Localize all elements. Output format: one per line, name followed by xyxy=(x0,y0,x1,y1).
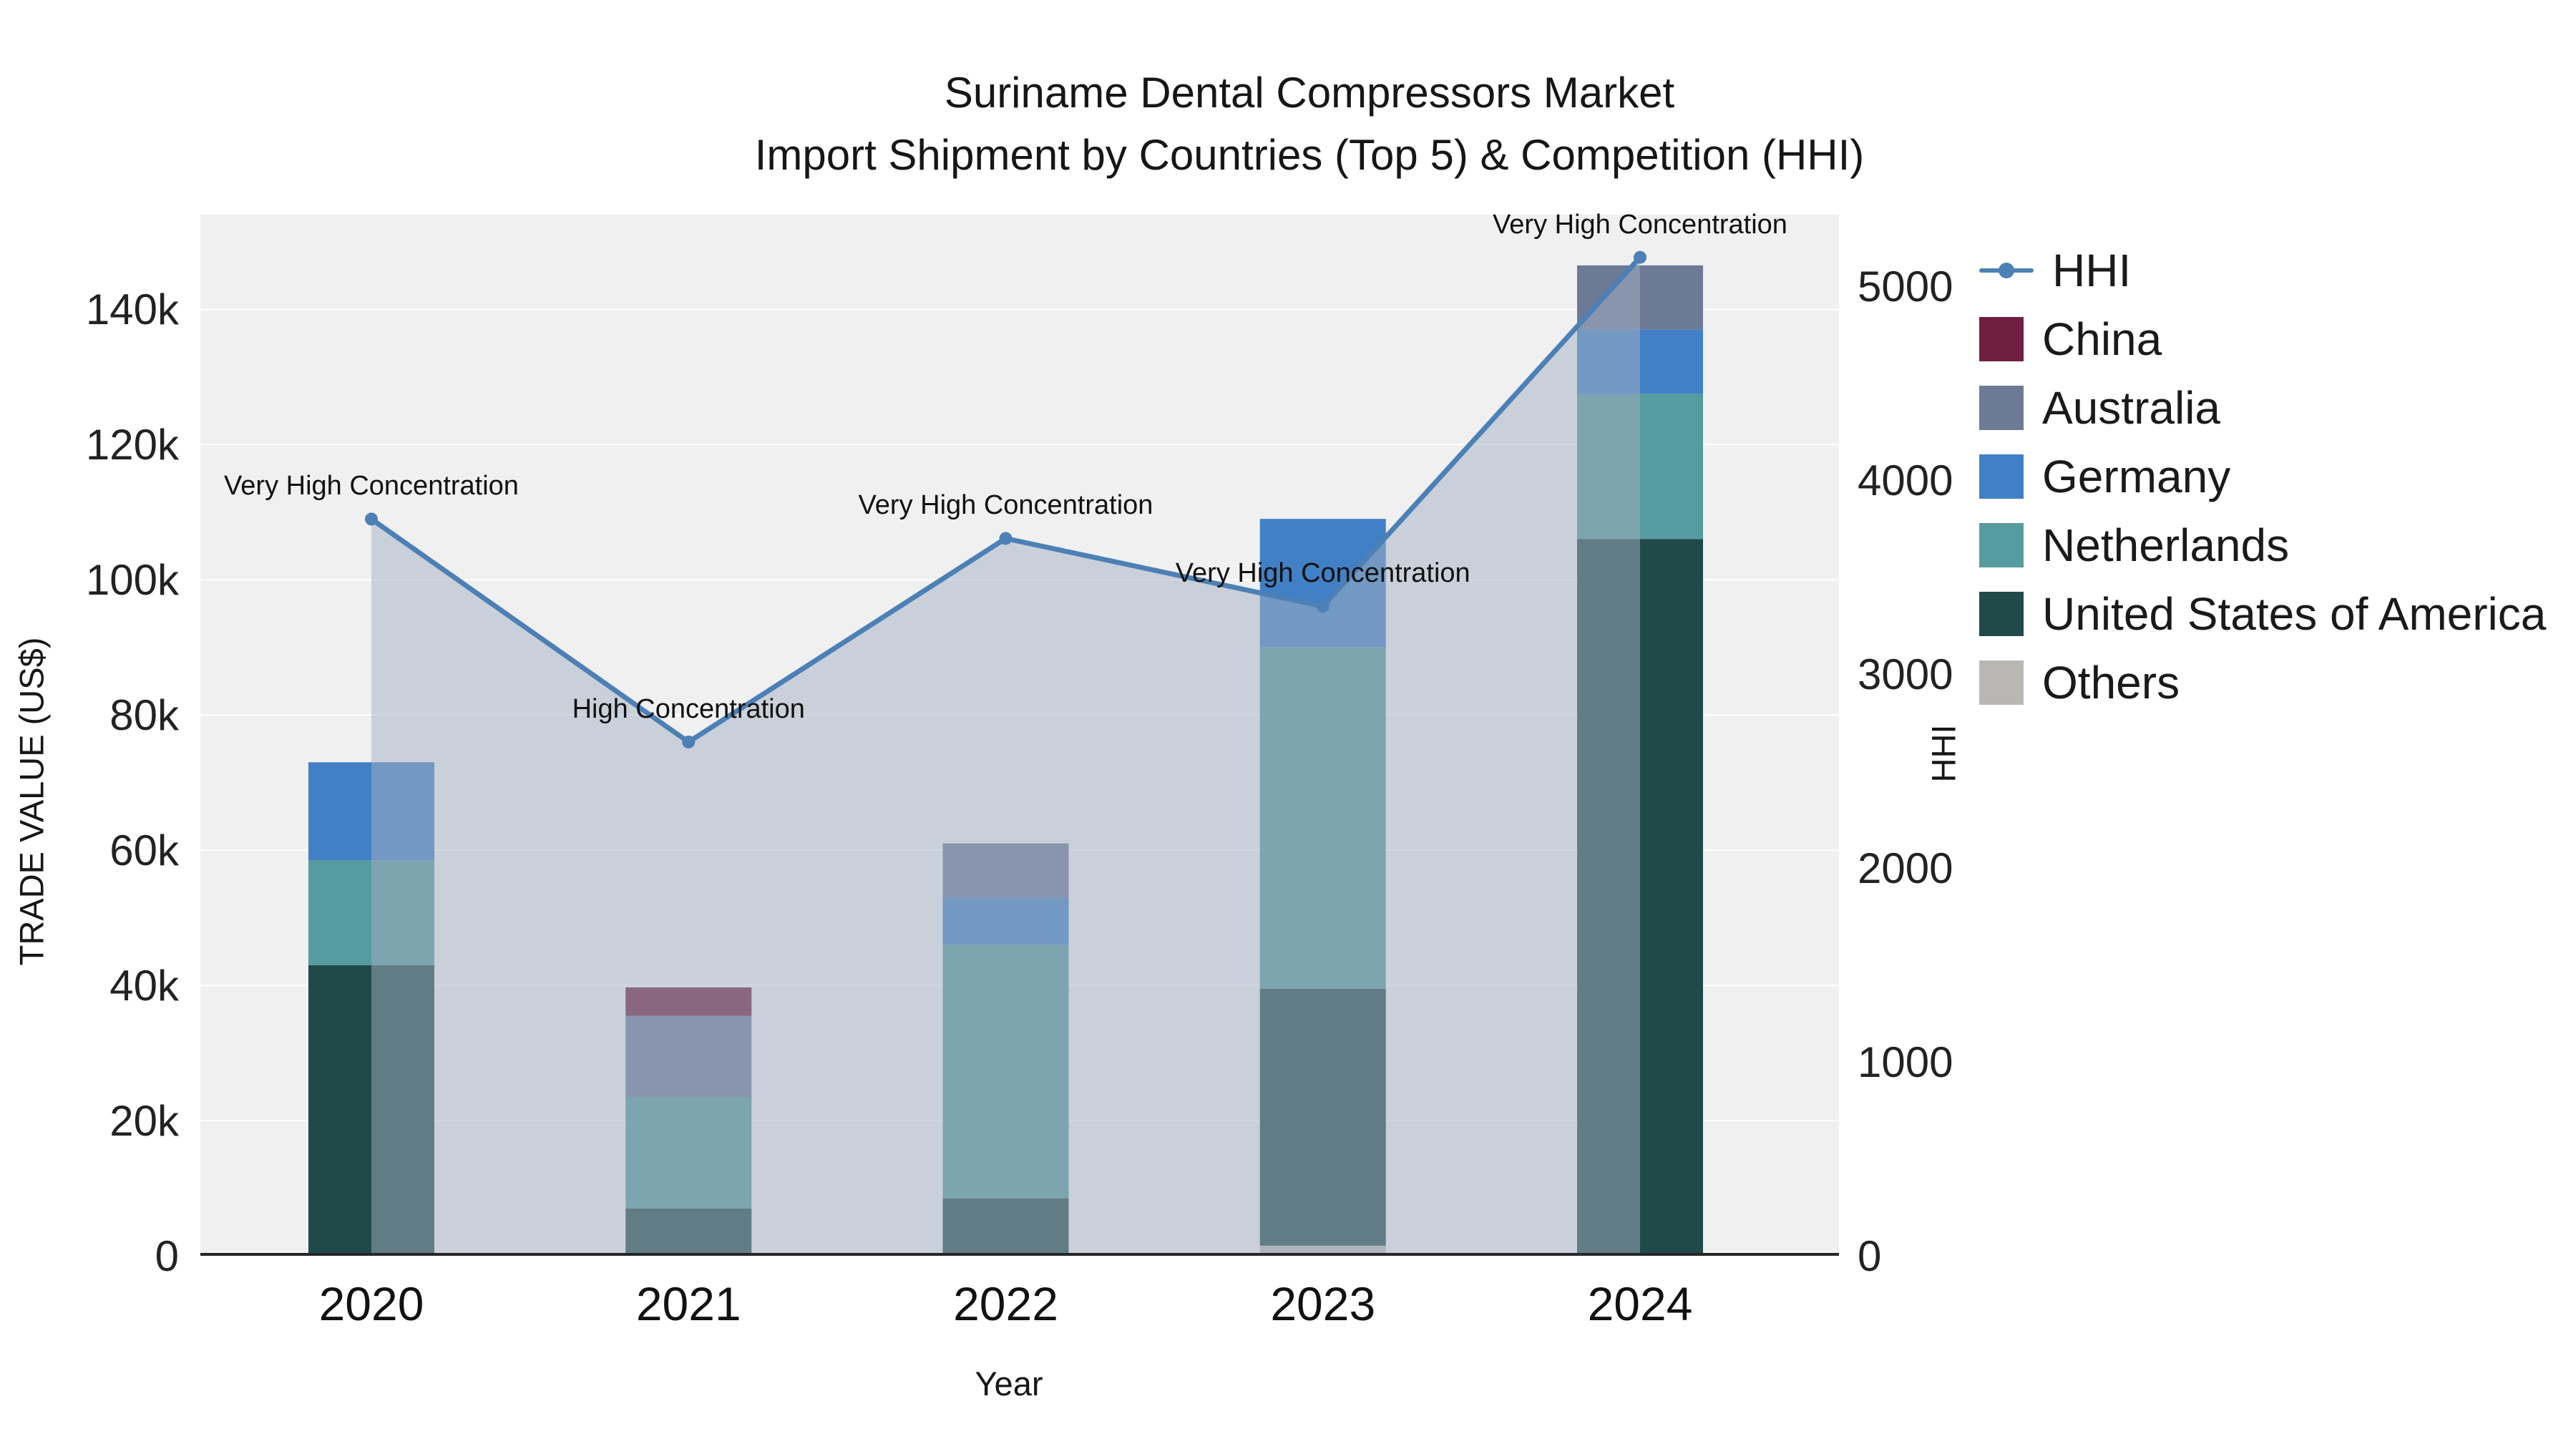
legend-item-germany[interactable]: Germany xyxy=(1979,442,2546,511)
x-axis-line xyxy=(200,1253,1839,1256)
right-axis-tick-0: 0 xyxy=(1858,1232,1882,1280)
legend-item-netherlands[interactable]: Netherlands xyxy=(1979,511,2546,580)
left-axis-tick-60k: 60k xyxy=(109,826,179,875)
legend-line-glyph xyxy=(1979,248,2034,293)
legend-line-marker xyxy=(1999,263,2014,278)
legend-item-others[interactable]: Others xyxy=(1979,648,2546,717)
annotation-2022: Very High Concentration xyxy=(858,490,1153,521)
x-axis-title: Year xyxy=(975,1365,1043,1402)
hhi-marker-2021[interactable] xyxy=(682,735,696,748)
legend-item-united-states-of-america[interactable]: United States of America xyxy=(1979,580,2546,648)
legend-item-australia[interactable]: Australia xyxy=(1979,374,2546,442)
right-axis-title: HHI xyxy=(1924,724,1963,783)
legend-item-hhi[interactable]: HHI xyxy=(1979,236,2546,305)
legend-swatch-netherlands xyxy=(1979,523,2024,567)
left-axis-tick-80k: 80k xyxy=(109,691,179,740)
right-axis-tick-1000: 1000 xyxy=(1858,1038,1953,1087)
left-axis-tick-40k: 40k xyxy=(109,962,179,1010)
right-axis-tick-2000: 2000 xyxy=(1858,844,1953,893)
left-axis-tick-140k: 140k xyxy=(85,286,179,334)
chart-title-line1: Suriname Dental Compressors Market xyxy=(944,69,1675,117)
hhi-marker-2023[interactable] xyxy=(1316,600,1330,613)
legend-swatch-united-states-of-america xyxy=(1979,592,2024,636)
x-axis-tick-2021: 2021 xyxy=(635,1277,741,1330)
hhi-area-fill xyxy=(371,257,1640,1257)
left-axis-tick-100k: 100k xyxy=(85,556,179,605)
hhi-marker-2024[interactable] xyxy=(1634,250,1646,264)
left-axis-tick-20k: 20k xyxy=(109,1097,179,1146)
annotation-2024: Very High Concentration xyxy=(1493,209,1787,240)
x-axis-tick-2022: 2022 xyxy=(953,1277,1058,1330)
x-axis-tick-2023: 2023 xyxy=(1270,1277,1376,1330)
hhi-marker-2022[interactable] xyxy=(999,532,1013,545)
hhi-marker-2020[interactable] xyxy=(365,512,378,526)
x-axis-tick-2024: 2024 xyxy=(1587,1277,1693,1330)
legend-label: Australia xyxy=(2042,382,2220,434)
right-axis-tick-5000: 5000 xyxy=(1858,263,1953,311)
legend: HHI China Australia Germany Netherlands Unite… xyxy=(1979,236,2546,717)
chart-title-line2: Import Shipment by Countries (Top 5) & C… xyxy=(754,131,1865,179)
annotation-2023: Very High Concentration xyxy=(1175,558,1470,589)
chart-canvas xyxy=(200,215,1839,1257)
plot-area xyxy=(200,215,1839,1257)
annotation-2021: High Concentration xyxy=(572,693,805,724)
legend-label: Netherlands xyxy=(2042,519,2290,571)
right-axis-tick-3000: 3000 xyxy=(1858,650,1953,699)
legend-label: Others xyxy=(2042,657,2180,708)
legend-swatch-australia xyxy=(1979,386,2024,430)
legend-swatch-germany xyxy=(1979,454,2024,499)
legend-swatch-china xyxy=(1979,317,2024,361)
left-axis-tick-0: 0 xyxy=(155,1232,179,1280)
legend-label: Germany xyxy=(2042,451,2231,502)
x-axis-tick-2020: 2020 xyxy=(318,1277,424,1330)
legend-swatch-others xyxy=(1979,660,2024,705)
legend-label: United States of America xyxy=(2042,588,2547,640)
legend-label: HHI xyxy=(2052,245,2132,296)
legend-label: China xyxy=(2042,313,2162,365)
right-axis-tick-4000: 4000 xyxy=(1858,457,1953,505)
left-axis-tick-120k: 120k xyxy=(85,421,179,469)
chart-title: Suriname Dental Compressors Market Impor… xyxy=(680,62,1939,186)
annotation-2020: Very High Concentration xyxy=(224,471,519,502)
left-axis-title: TRADE VALUE (US$) xyxy=(12,637,51,966)
legend-item-china[interactable]: China xyxy=(1979,305,2546,374)
